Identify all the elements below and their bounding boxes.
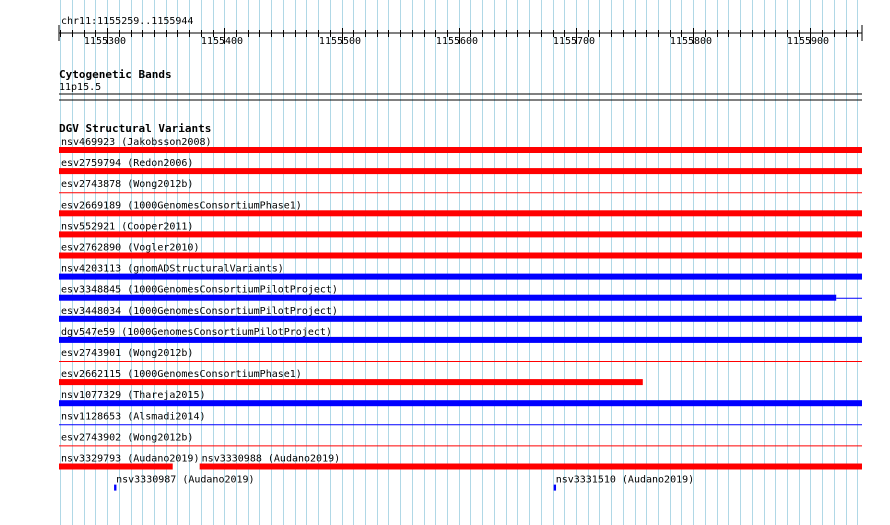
dgv-features[interactable]: nsv469923 (Jakobsson2008) esv2759794 (Red… [59,137,863,491]
variant-bar-loss[interactable] [59,273,862,280]
variant-bar-gain[interactable] [59,168,862,175]
ruler-tick-label: 1155900 [787,36,829,47]
ruler-tick-label: 1155500 [319,36,361,47]
variant-bar-gain[interactable] [59,231,862,238]
variant-bar-loss[interactable] [114,484,117,491]
variant-label: nsv469923 (Jakobsson2008) [61,137,212,148]
variant-bar-gain[interactable] [59,210,862,217]
variant-bar-loss[interactable] [59,294,837,301]
variant-label: nsv3331510 (Audano2019) [556,475,694,486]
variant-label: nsv3329793 (Audano2019) [61,454,199,465]
variant-bar-gain[interactable] [59,147,862,153]
variant-label: nsv3330988 (Audano2019) [202,454,340,465]
variant-label: dgv547e59 (1000GenomesConsortiumPilotPro… [61,327,332,338]
variant-bar-gain[interactable] [59,379,643,386]
variant-bar-gain[interactable] [59,252,862,259]
variant-bar-loss[interactable] [59,315,862,322]
variant-label: esv2669189 (1000GenomesConsortiumPhase1) [61,200,302,211]
background-grid [60,0,858,525]
variant-label: esv2743902 (Wong2012b) [61,432,193,443]
variant-label: nsv552921 (Cooper2011) [61,221,193,232]
ruler[interactable]: chr11:1155259..1155944 1155300 1155400 115… [58,16,863,47]
variant-bar-loss[interactable] [553,484,557,491]
variant-bar-loss[interactable] [59,336,862,343]
variant-label: esv2743878 (Wong2012b) [61,179,193,190]
variant-label: esv3348845 (1000GenomesConsortiumPilotPr… [61,285,338,296]
variant-label: nsv4203113 (gnomADStructuralVariants) [61,264,284,275]
variant-label: nsv3330987 (Audano2019) [116,475,254,486]
variant-label: esv2743901 (Wong2012b) [61,348,193,359]
ruler-tick-label: 1155800 [670,36,712,47]
cytoband-band-label: 11p15.5 [59,82,101,93]
ruler-tick-label: 1155700 [553,36,595,47]
variant-label: esv2759794 (Redon2006) [61,158,193,169]
variant-label: nsv1077329 (Thareja2015) [61,390,206,401]
variant-label: esv2762890 (Vogler2010) [61,243,199,254]
variant-label: esv2662115 (1000GenomesConsortiumPhase1) [61,369,302,380]
dgv-title: DGV Structural Variants [59,122,211,135]
ruler-ticks: 1155300 1155400 1155500 1155600 1155700 11558… [60,28,858,47]
dgv-structural-variants-track[interactable]: DGV Structural Variants nsv469923 (Jakob… [59,122,863,491]
variant-bar-gain[interactable] [59,463,173,470]
variant-label: nsv1128653 (Alsmadi2014) [61,411,206,422]
cytogenetic-bands-track[interactable]: Cytogenetic Bands 11p15.5 [59,68,862,101]
variant-label: esv3448034 (1000GenomesConsortiumPilotPr… [61,306,338,317]
cytoband-title: Cytogenetic Bands [59,68,172,81]
ruler-tick-label: 1155400 [201,36,243,47]
variant-bar-loss[interactable] [59,400,862,407]
region-label: chr11:1155259..1155944 [61,16,193,27]
ruler-tick-label: 1155600 [436,36,478,47]
variant-bar-gain[interactable] [199,463,863,470]
ruler-tick-label: 1155300 [84,36,126,47]
